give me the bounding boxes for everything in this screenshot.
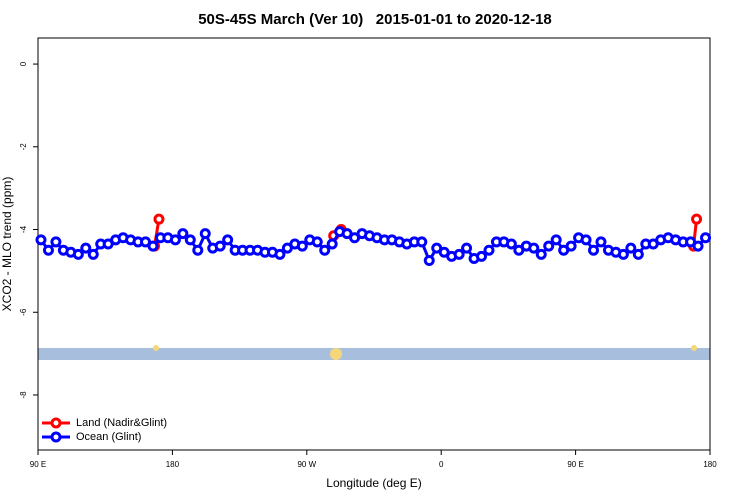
series-marker [147, 240, 159, 252]
series-marker [42, 244, 54, 256]
x-tick-label: 90 W [297, 460, 316, 469]
legend-label: Land (Nadir&Glint) [76, 417, 167, 429]
series-marker [625, 242, 637, 254]
x-axis-label: Longitude (deg E) [326, 476, 421, 490]
series-marker [184, 234, 196, 246]
series-marker [319, 244, 331, 256]
series-marker [692, 240, 704, 252]
x-tick-label: 90 E [567, 460, 583, 469]
series-marker [476, 250, 488, 262]
series-marker [274, 248, 286, 260]
series-marker [214, 240, 226, 252]
y-tick-label: -6 [19, 308, 28, 316]
series-marker [565, 240, 577, 252]
series-marker [588, 244, 600, 256]
series-marker [416, 236, 428, 248]
chart-title: 50S-45S March (Ver 10) 2015-01-01 to 202… [198, 11, 552, 28]
series-marker [35, 234, 47, 246]
series-marker [461, 242, 473, 254]
series-marker [483, 244, 495, 256]
series-marker [423, 255, 435, 267]
legend-marker [50, 431, 62, 443]
legend-marker [50, 417, 62, 429]
series-marker [296, 240, 308, 252]
x-tick-label: 0 [439, 460, 444, 469]
coverage-dot [691, 345, 697, 351]
series-marker [528, 242, 540, 254]
series-marker [192, 244, 204, 256]
series-marker [691, 213, 703, 225]
series-marker [80, 242, 92, 254]
series-marker [311, 236, 323, 248]
series-marker [199, 228, 211, 240]
series-marker [326, 238, 338, 250]
series-marker [550, 234, 562, 246]
coverage-dot [153, 345, 159, 351]
y-axis-label: XCO2 - MLO trend (ppm) [0, 177, 14, 312]
series-marker [632, 248, 644, 260]
series-marker [177, 228, 189, 240]
x-tick-label: 90 E [30, 460, 46, 469]
y-tick-label: -8 [19, 391, 28, 399]
series-marker [535, 248, 547, 260]
y-tick-label: -4 [19, 225, 28, 233]
series-marker [580, 234, 592, 246]
legend-label: Ocean (Glint) [76, 431, 141, 443]
series-marker [72, 248, 84, 260]
series-marker [543, 240, 555, 252]
series-marker [700, 232, 712, 244]
coverage-dot [330, 348, 342, 360]
series-marker [87, 248, 99, 260]
series-marker [595, 236, 607, 248]
x-tick-label: 180 [166, 460, 180, 469]
coverage-band [38, 348, 710, 360]
series-marker [153, 213, 165, 225]
series-marker [222, 234, 234, 246]
series-marker [50, 236, 62, 248]
y-tick-label: -2 [19, 143, 28, 151]
series-marker [617, 248, 629, 260]
series-marker [505, 238, 517, 250]
x-tick-label: 180 [703, 460, 717, 469]
series-marker [169, 234, 181, 246]
series-marker [453, 248, 465, 260]
y-tick-label: 0 [19, 61, 28, 66]
